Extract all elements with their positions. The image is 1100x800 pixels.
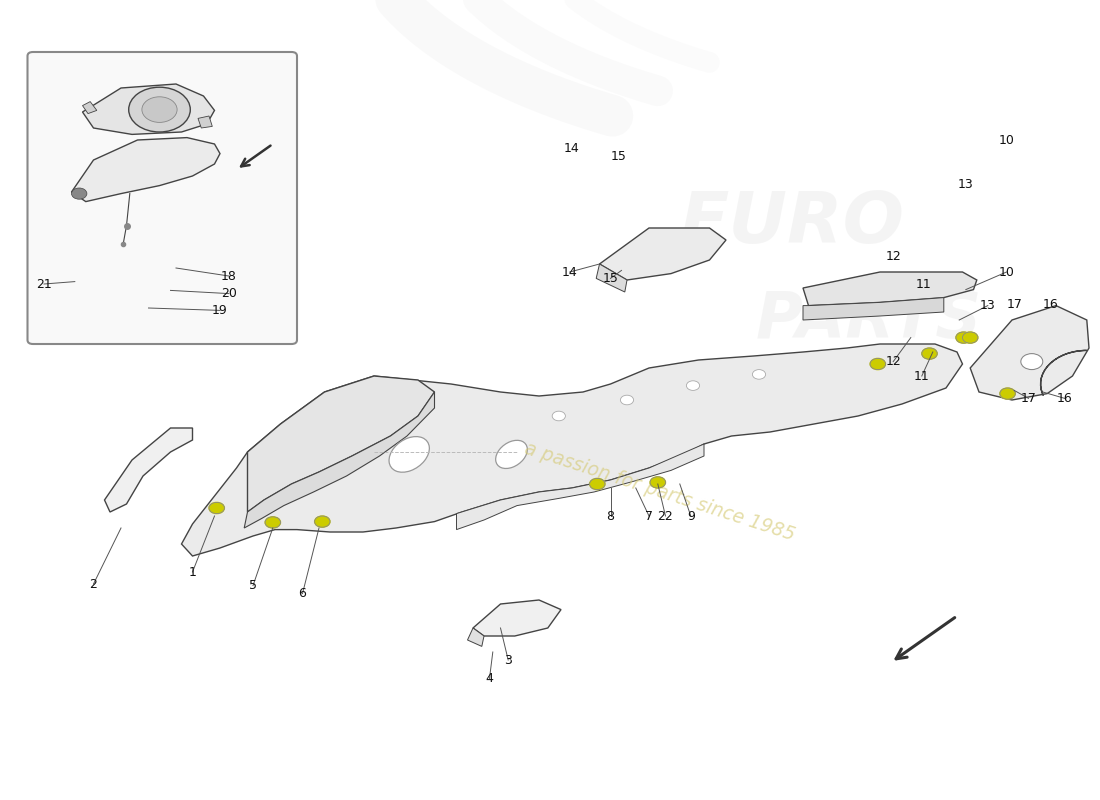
Text: 18: 18 bbox=[221, 270, 236, 282]
Polygon shape bbox=[82, 102, 97, 114]
Text: 16: 16 bbox=[1043, 298, 1058, 310]
Text: 15: 15 bbox=[610, 150, 626, 162]
Text: 10: 10 bbox=[999, 134, 1014, 146]
Circle shape bbox=[315, 516, 330, 527]
Circle shape bbox=[129, 87, 190, 132]
Ellipse shape bbox=[389, 437, 429, 472]
Polygon shape bbox=[600, 228, 726, 280]
Polygon shape bbox=[468, 628, 484, 646]
Text: 13: 13 bbox=[958, 178, 974, 190]
Circle shape bbox=[962, 332, 978, 343]
Text: 7: 7 bbox=[645, 510, 653, 522]
Text: 11: 11 bbox=[914, 370, 929, 382]
Text: 5: 5 bbox=[249, 579, 257, 592]
Polygon shape bbox=[182, 344, 962, 556]
Text: 6: 6 bbox=[298, 587, 307, 600]
Polygon shape bbox=[596, 264, 627, 292]
Text: 17: 17 bbox=[1006, 298, 1022, 310]
Text: 1: 1 bbox=[188, 566, 197, 578]
Text: 13: 13 bbox=[980, 299, 996, 312]
Text: 8: 8 bbox=[606, 510, 615, 522]
Text: 15: 15 bbox=[603, 272, 618, 285]
Circle shape bbox=[620, 395, 634, 405]
Text: PARTS: PARTS bbox=[756, 289, 982, 351]
Text: 22: 22 bbox=[658, 510, 673, 522]
Text: 21: 21 bbox=[36, 278, 52, 290]
Polygon shape bbox=[244, 392, 434, 528]
Circle shape bbox=[72, 188, 87, 199]
Text: 12: 12 bbox=[886, 355, 901, 368]
Polygon shape bbox=[72, 138, 220, 202]
Circle shape bbox=[650, 477, 666, 488]
Circle shape bbox=[1021, 354, 1043, 370]
Polygon shape bbox=[456, 444, 704, 530]
Circle shape bbox=[209, 502, 224, 514]
Circle shape bbox=[686, 381, 700, 390]
Text: 14: 14 bbox=[564, 142, 580, 154]
Polygon shape bbox=[970, 306, 1089, 400]
Circle shape bbox=[265, 517, 280, 528]
Polygon shape bbox=[82, 84, 214, 134]
Text: 2: 2 bbox=[89, 578, 98, 590]
Text: 17: 17 bbox=[1021, 392, 1036, 405]
Text: 9: 9 bbox=[686, 510, 695, 522]
Text: 11: 11 bbox=[916, 278, 932, 290]
Polygon shape bbox=[198, 116, 212, 128]
Circle shape bbox=[956, 332, 971, 343]
Circle shape bbox=[552, 411, 565, 421]
Text: 19: 19 bbox=[212, 304, 228, 317]
Text: 14: 14 bbox=[562, 266, 578, 278]
Text: 3: 3 bbox=[504, 654, 513, 666]
Text: 10: 10 bbox=[999, 266, 1014, 278]
Circle shape bbox=[922, 348, 937, 359]
Text: EURO: EURO bbox=[680, 190, 904, 258]
Text: 4: 4 bbox=[485, 672, 494, 685]
Text: 16: 16 bbox=[1057, 392, 1072, 405]
Circle shape bbox=[870, 358, 886, 370]
Circle shape bbox=[590, 478, 605, 490]
Polygon shape bbox=[803, 298, 944, 320]
Polygon shape bbox=[473, 600, 561, 636]
Polygon shape bbox=[248, 376, 434, 512]
Ellipse shape bbox=[496, 440, 527, 469]
Circle shape bbox=[142, 97, 177, 122]
Circle shape bbox=[752, 370, 766, 379]
Text: 20: 20 bbox=[221, 287, 236, 300]
Text: 12: 12 bbox=[886, 250, 901, 262]
FancyBboxPatch shape bbox=[28, 52, 297, 344]
Text: a passion for parts since 1985: a passion for parts since 1985 bbox=[522, 439, 798, 545]
Polygon shape bbox=[104, 428, 192, 512]
Circle shape bbox=[1000, 388, 1015, 399]
Polygon shape bbox=[803, 272, 977, 306]
